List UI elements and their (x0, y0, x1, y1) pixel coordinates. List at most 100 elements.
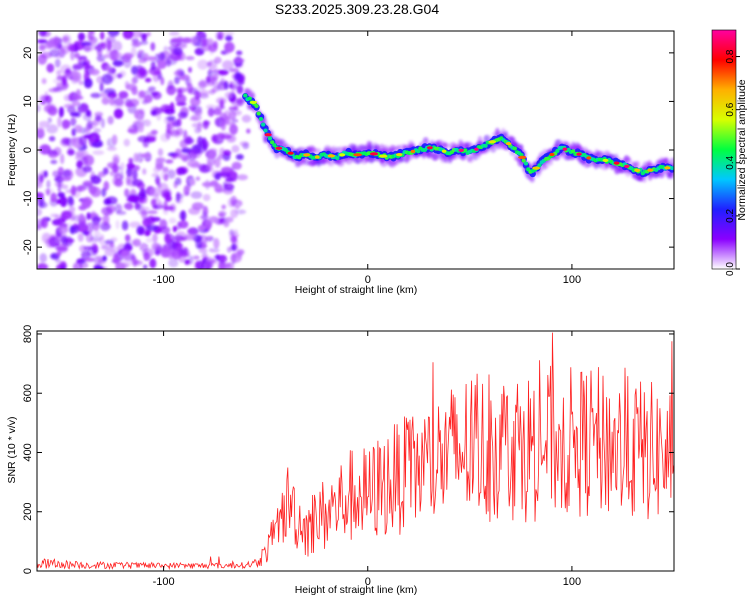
noise-blob (54, 214, 62, 219)
noise-blob (176, 191, 181, 203)
ridge-peak (602, 158, 609, 162)
ridge-halo-blob (585, 162, 594, 167)
noise-blob (119, 169, 124, 181)
noise-blob (140, 153, 152, 158)
noise-blob (37, 127, 45, 134)
noise-blob (159, 226, 171, 234)
noise-blob (234, 237, 239, 249)
noise-blob (168, 217, 177, 224)
noise-blob (214, 183, 223, 193)
noise-blob (96, 75, 104, 84)
noise-blob (185, 56, 195, 61)
noise-blob (225, 216, 234, 223)
noise-blob (177, 168, 186, 175)
noise-blob (88, 31, 95, 41)
noise-blob (38, 120, 50, 128)
noise-blob (100, 118, 105, 129)
noise-blob (62, 73, 72, 79)
ridge-inner-blob (256, 111, 261, 116)
noise-blob (103, 54, 111, 59)
noise-region (37, 31, 252, 269)
noise-blob (206, 161, 213, 170)
noise-blob (93, 264, 104, 269)
noise-blob (175, 177, 182, 186)
noise-blob (139, 115, 145, 121)
noise-blob (57, 182, 62, 193)
spectrogram-plot-area (37, 31, 674, 269)
ridge-peak (647, 168, 653, 172)
ridge-peak (549, 152, 555, 157)
noise-blob (57, 116, 62, 128)
noise-blob (74, 225, 79, 234)
noise-blob (139, 242, 149, 252)
noise-blob (62, 36, 69, 42)
noise-blob (99, 82, 104, 92)
noise-blob (220, 120, 226, 131)
snr-frame (36, 330, 675, 572)
noise-blob (46, 63, 55, 73)
noise-blob (205, 76, 211, 84)
noise-blob (83, 154, 95, 166)
x-tick-label: 100 (563, 274, 581, 286)
snr-plot-area (37, 332, 674, 571)
noise-blob (103, 180, 110, 191)
noise-blob (37, 207, 43, 217)
noise-blob (85, 222, 95, 233)
noise-blob (124, 188, 130, 198)
chart-title: S233.2025.309.23.28.G04 (275, 1, 439, 17)
noise-blob (109, 170, 120, 177)
noise-blob (114, 203, 123, 213)
noise-blob (37, 218, 45, 228)
noise-blob (72, 63, 83, 70)
noise-blob (57, 192, 65, 198)
noise-blob (225, 262, 235, 269)
noise-blob (123, 258, 135, 266)
noise-blob (157, 59, 167, 70)
noise-blob (190, 162, 203, 169)
noise-blob (165, 159, 174, 164)
noise-blob (178, 220, 189, 229)
noise-blob (93, 128, 102, 133)
noise-blob (208, 43, 218, 53)
ridge-peak (505, 142, 512, 146)
noise-blob (202, 194, 211, 202)
spectrogram-xlabel: Height of straight line (km) (295, 284, 418, 296)
noise-blob (144, 230, 151, 237)
ridge-peak (264, 133, 272, 137)
noise-blob (139, 40, 149, 45)
noise-blob (224, 41, 235, 53)
noise-blob (230, 89, 235, 94)
noise-blob (229, 81, 234, 88)
noise-blob (112, 176, 120, 186)
noise-blob (113, 156, 119, 167)
noise-blob (202, 120, 209, 130)
noise-blob (190, 36, 199, 46)
noise-blob (150, 110, 158, 116)
noise-blob (144, 254, 151, 261)
noise-blob (173, 119, 180, 128)
ridge-peak (518, 155, 527, 159)
noise-blob (235, 204, 240, 210)
noise-blob (45, 103, 56, 112)
noise-blob (58, 225, 69, 234)
noise-blob (153, 192, 159, 202)
noise-blob (46, 179, 51, 189)
noise-blob (78, 220, 87, 230)
ridge-inner-blob (258, 117, 264, 121)
noise-blob (203, 143, 208, 151)
noise-blob (142, 264, 148, 269)
ridge-peak (488, 140, 496, 144)
noise-blob (77, 233, 84, 242)
noise-blob (90, 135, 95, 144)
noise-blob (219, 78, 226, 87)
noise-blob (61, 210, 73, 220)
ridge-peak (562, 147, 568, 151)
noise-blob (63, 94, 75, 102)
noise-blob (71, 128, 77, 137)
colorbar-label: Normalized spectral amplitude (736, 79, 748, 220)
noise-blob (103, 198, 112, 206)
ridge-inner-blob (416, 149, 421, 154)
noise-blob (142, 119, 152, 127)
noise-blob (130, 31, 143, 38)
